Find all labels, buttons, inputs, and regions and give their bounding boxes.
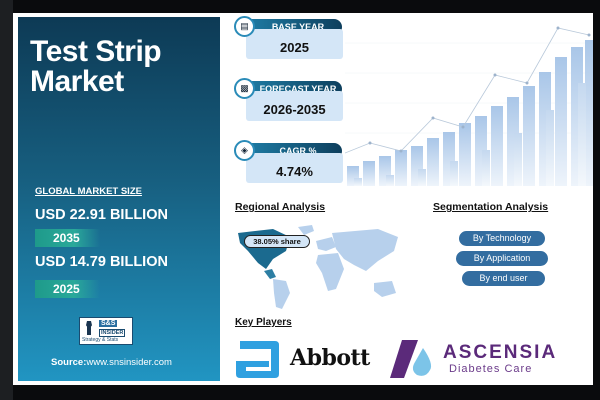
left-frame bbox=[0, 0, 13, 400]
segmentation-analysis-heading: Segmentation Analysis bbox=[433, 201, 549, 213]
source-text: Source:www.snsinsider.com bbox=[51, 357, 172, 368]
key-players-heading: Key Players bbox=[235, 317, 292, 328]
source-label: Source: bbox=[51, 357, 87, 368]
regional-analysis-heading: Regional Analysis bbox=[235, 201, 326, 213]
global-market-size-label: GLOBAL MARKET SIZE bbox=[35, 186, 142, 197]
region-share-callout: 38.05% share bbox=[244, 235, 310, 248]
segment-by-application[interactable]: By Application bbox=[456, 251, 548, 266]
source-url: www.snsinsider.com bbox=[86, 357, 172, 368]
market-value-2035: USD 22.91 BILLION bbox=[35, 207, 168, 223]
logo-insider: INSIDER bbox=[99, 329, 126, 337]
ascensia-logo-icon bbox=[390, 340, 432, 378]
document-icon: ▤ bbox=[234, 16, 255, 37]
market-value-2025: USD 14.79 BILLION bbox=[35, 254, 168, 270]
page-title: Test Strip Market bbox=[30, 35, 162, 98]
segment-by-technology[interactable]: By Technology bbox=[459, 231, 545, 246]
sns-insider-logo: S&S INSIDER Strategy & Stats bbox=[79, 317, 133, 345]
summary-panel: Test Strip Market GLOBAL MARKET SIZE USD… bbox=[18, 17, 220, 381]
stat-value: 2025 bbox=[246, 29, 343, 59]
tower-icon bbox=[86, 321, 92, 335]
logo-tagline: Strategy & Stats bbox=[82, 337, 119, 343]
ascensia-tagline: Diabetes Care bbox=[449, 363, 533, 375]
title-line-1: Test Strip bbox=[30, 35, 162, 68]
stat-value: 4.74% bbox=[246, 153, 343, 183]
bar-chart-icon: ▩ bbox=[234, 78, 255, 99]
abbott-logo-text: Abbott bbox=[290, 345, 370, 371]
logo-ss: S&S bbox=[99, 320, 118, 327]
bottom-frame bbox=[13, 385, 593, 400]
stat-value: 2026-2035 bbox=[246, 91, 343, 121]
title-line-2: Market bbox=[30, 65, 124, 98]
abbott-logo-icon bbox=[236, 341, 279, 378]
segment-by-end-user[interactable]: By end user bbox=[462, 271, 545, 286]
growth-icon: ◈ bbox=[234, 140, 255, 161]
growth-chart-illustration bbox=[345, 26, 593, 186]
market-year-2035: 2035 bbox=[35, 229, 100, 247]
market-year-2025: 2025 bbox=[35, 280, 100, 298]
infographic-card: Test Strip Market GLOBAL MARKET SIZE USD… bbox=[13, 13, 593, 385]
ascensia-logo-text: ASCENSIA bbox=[443, 342, 558, 363]
